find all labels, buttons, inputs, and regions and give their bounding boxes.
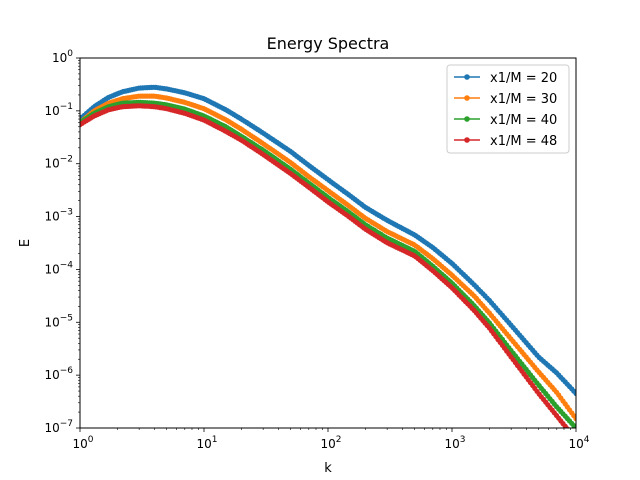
- series-group: [80, 93, 576, 422]
- tick-label: 10−2: [44, 155, 73, 171]
- series-layer: [80, 84, 576, 428]
- legend-marker: [464, 95, 470, 101]
- tick-label: 10−5: [44, 313, 73, 329]
- legend-marker: [464, 137, 470, 143]
- series-group: [80, 84, 576, 397]
- legend-label: x1/M = 48: [490, 134, 557, 149]
- x-axis: 100 101 102 103 104: [72, 428, 590, 451]
- tick-label: 102: [320, 435, 341, 451]
- legend: x1/M = 20 x1/M = 30 x1/M = 40 x1/M = 48: [446, 64, 570, 154]
- legend-marker: [464, 116, 470, 122]
- tick-label: 10−7: [44, 419, 73, 435]
- tick-label: 104: [568, 435, 589, 451]
- legend-label: x1/M = 30: [490, 92, 557, 107]
- tick-label: 10−6: [44, 366, 73, 382]
- data-point: [573, 390, 576, 397]
- legend-label: x1/M = 20: [490, 71, 557, 86]
- tick-label: 100: [52, 49, 73, 65]
- legend-label: x1/M = 40: [490, 113, 557, 128]
- legend-marker: [464, 74, 470, 80]
- tick-label: 10−3: [44, 208, 73, 224]
- tick-label: 100: [72, 435, 93, 451]
- chart-title: Energy Spectra: [267, 34, 390, 53]
- data-point: [573, 416, 576, 422]
- tick-label: 10−1: [44, 102, 73, 118]
- x-axis-label: k: [324, 461, 332, 476]
- tick-label: 101: [196, 435, 217, 451]
- y-axis-label: E: [18, 239, 33, 247]
- tick-label: 10−4: [44, 260, 73, 276]
- tick-label: 103: [444, 435, 465, 451]
- legend-box: [446, 64, 570, 154]
- data-point: [573, 425, 576, 428]
- series-group: [80, 103, 570, 428]
- y-axis: 10−7 10−6 10−5 10−4 10−3 10−2 10−1 100: [44, 49, 80, 435]
